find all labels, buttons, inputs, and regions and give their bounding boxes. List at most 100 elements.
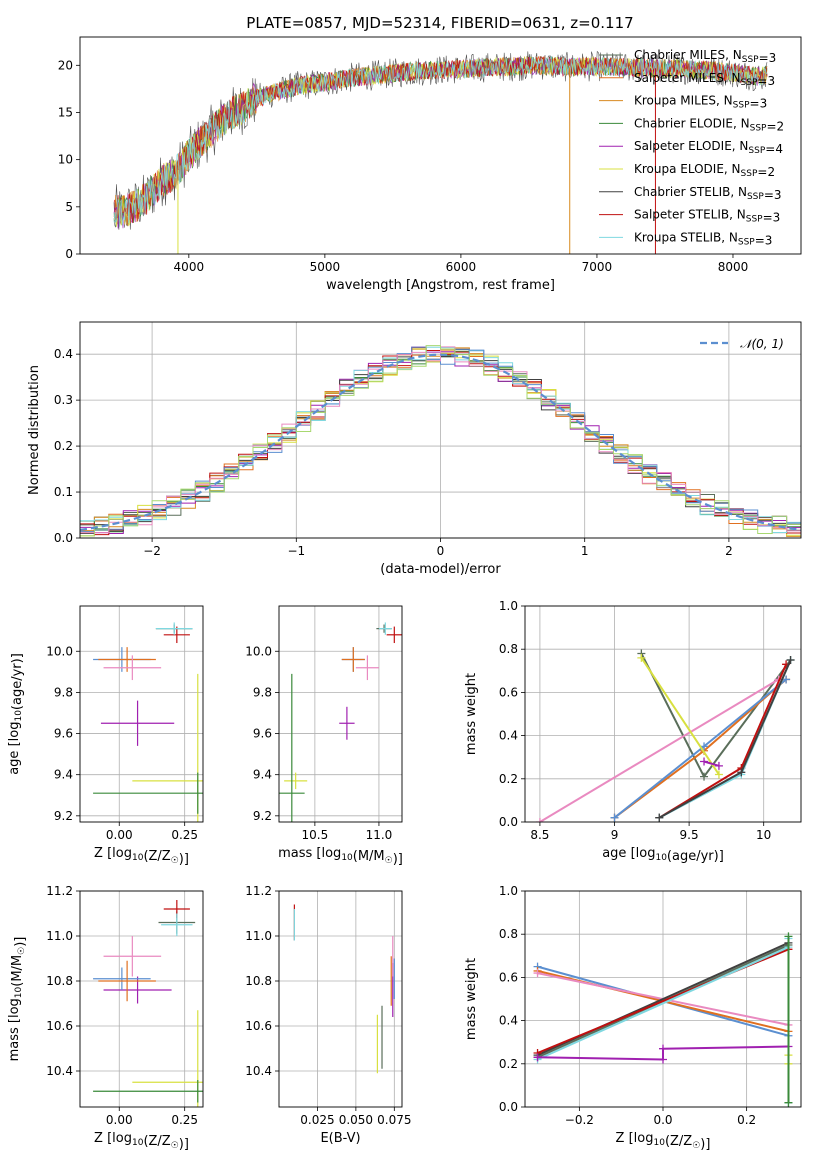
panel-age-vs-mass: 10.5 11.0 9.2 9.4 9.6 9.8 10.0 bbox=[245, 605, 403, 842]
x-tick-label: 0.050 bbox=[339, 1113, 373, 1127]
y-tick-label: 0.2 bbox=[54, 439, 73, 453]
y-tick-label: 0.0 bbox=[499, 815, 518, 829]
legend-label: Chabrier ELODIE, NSSP=2 bbox=[634, 116, 784, 133]
x-axis-label: Z [log10(Z/Z☉)] bbox=[94, 846, 189, 867]
y-tick-label: 10.4 bbox=[46, 1064, 73, 1078]
y-tick-label: 9.4 bbox=[54, 768, 73, 782]
x-axis-label: mass [log10(M/M☉)] bbox=[278, 846, 403, 867]
x-tick-label: 0.00 bbox=[106, 1113, 133, 1127]
x-axis-label: age [log10(age/yr)] bbox=[602, 846, 724, 864]
panel-mass-weight-vs-Z: −0.2 0.0 0.2 0.0 0.2 0.4 0.6 0.8 1.0 bbox=[499, 884, 802, 1127]
panel-mass-vs-Z: 0.00 0.25 10.4 10.6 10.8 11.0 11.2 bbox=[46, 884, 204, 1127]
y-tick-label: 9.6 bbox=[54, 727, 73, 741]
weight-marker bbox=[784, 1098, 793, 1107]
y-axis-label: mass weight bbox=[464, 958, 479, 1040]
y-tick-label: 0.2 bbox=[499, 1057, 518, 1071]
y-tick-label: 0 bbox=[65, 247, 73, 261]
y-tick-label: 0.4 bbox=[499, 729, 518, 743]
x-tick-label: 0 bbox=[437, 544, 445, 558]
x-tick-label: 0.2 bbox=[737, 1113, 756, 1127]
legend-label: Salpeter MILES, NSSP=3 bbox=[634, 71, 775, 88]
chart-title: PLATE=0857, MJD=52314, FIBERID=0631, z=0… bbox=[246, 14, 633, 32]
axes-frame bbox=[79, 605, 204, 823]
y-tick-label: 0.3 bbox=[54, 393, 73, 407]
y-tick-label: 5 bbox=[65, 200, 73, 214]
gaussian-curve bbox=[80, 353, 801, 531]
y-tick-label: 10.0 bbox=[46, 644, 73, 658]
y-tick-label: 10.6 bbox=[245, 1019, 272, 1033]
x-tick-label: 0.075 bbox=[377, 1113, 411, 1127]
y-tick-label: 11.2 bbox=[245, 884, 272, 898]
legend-label: Chabrier STELIB, NSSP=3 bbox=[634, 185, 782, 202]
plot-area bbox=[533, 932, 793, 1107]
plot-area bbox=[293, 904, 395, 1074]
weight-line-6 bbox=[537, 946, 789, 1061]
legend-label: Salpeter STELIB, NSSP=3 bbox=[634, 208, 780, 225]
axes-frame bbox=[79, 321, 802, 539]
x-tick-label: 10 bbox=[756, 828, 771, 842]
x-tick-label: −1 bbox=[287, 544, 305, 558]
x-tick-label: 4000 bbox=[174, 260, 205, 274]
weight-line-2 bbox=[539, 678, 780, 822]
legend-label: Chabrier MILES, NSSP=3 bbox=[634, 48, 776, 65]
x-tick-label: 0.025 bbox=[300, 1113, 334, 1127]
weight-marker bbox=[637, 653, 646, 662]
panel-spectrum: 4000 5000 6000 7000 8000 0 5 10 15 20 bbox=[58, 36, 802, 274]
weight-marker bbox=[786, 656, 795, 664]
x-tick-label: 7000 bbox=[582, 260, 613, 274]
axes-frame bbox=[524, 605, 802, 823]
plot-area bbox=[93, 622, 203, 822]
weight-marker bbox=[714, 770, 723, 779]
y-tick-label: 0.8 bbox=[499, 642, 518, 656]
legend-label: Salpeter ELODIE, NSSP=4 bbox=[634, 139, 783, 156]
legend-label: Kroupa MILES, NSSP=3 bbox=[634, 94, 767, 111]
x-tick-label: 10.5 bbox=[302, 828, 329, 842]
legend-label: Kroupa ELODIE, NSSP=2 bbox=[634, 162, 775, 179]
panel-mass-weight-vs-age: 8.5 9 9.5 10 0.0 0.2 0.4 0.6 0.8 1.0 bbox=[499, 599, 802, 842]
y-tick-label: 9.8 bbox=[54, 685, 73, 699]
y-axis-label: mass [log10(M/M☉)] bbox=[7, 937, 28, 1062]
legend-label: Kroupa STELIB, NSSP=3 bbox=[634, 230, 772, 247]
y-tick-label: 0.0 bbox=[499, 1100, 518, 1114]
y-tick-label: 10.8 bbox=[245, 974, 272, 988]
x-axis-label: (data-model)/error bbox=[380, 562, 501, 577]
y-tick-label: 0.6 bbox=[499, 970, 518, 984]
weight-line-4 bbox=[640, 657, 720, 776]
axes-frame bbox=[278, 890, 403, 1108]
y-tick-label: 10 bbox=[58, 153, 73, 167]
weight-marker bbox=[659, 1055, 667, 1064]
y-tick-label: 0.1 bbox=[54, 485, 73, 499]
axes-frame bbox=[524, 890, 802, 1108]
plot-area bbox=[279, 622, 402, 822]
y-tick-label: 20 bbox=[58, 58, 73, 72]
y-tick-label: 0.4 bbox=[499, 1014, 518, 1028]
histogram-series-11 bbox=[80, 345, 801, 537]
x-tick-label: 2 bbox=[725, 544, 733, 558]
weight-line-5 bbox=[703, 760, 720, 767]
panel-age-vs-Z: 0.00 0.25 9.2 9.4 9.6 9.8 10.0 bbox=[46, 605, 204, 842]
x-tick-label: 8.5 bbox=[530, 828, 549, 842]
y-tick-label: 0.6 bbox=[499, 685, 518, 699]
y-tick-label: 0.4 bbox=[54, 347, 73, 361]
y-axis-label: Normed distribution bbox=[27, 365, 42, 495]
plot-area bbox=[113, 50, 768, 254]
weight-marker bbox=[610, 813, 619, 822]
y-axis-label: age [log10(age/yr)] bbox=[7, 653, 25, 775]
y-tick-label: 11.0 bbox=[245, 929, 272, 943]
weight-marker bbox=[535, 818, 544, 822]
weight-marker bbox=[659, 1044, 667, 1053]
y-tick-label: 10.6 bbox=[46, 1019, 73, 1033]
y-tick-label: 0.2 bbox=[499, 772, 518, 786]
x-tick-label: 11.0 bbox=[366, 828, 393, 842]
y-tick-label: 0.0 bbox=[54, 531, 73, 545]
y-tick-label: 9.8 bbox=[253, 685, 272, 699]
y-tick-label: 0.8 bbox=[499, 927, 518, 941]
x-tick-label: 0.0 bbox=[653, 1113, 672, 1127]
axes-frame bbox=[278, 605, 403, 823]
weight-marker bbox=[784, 932, 793, 941]
plot-area bbox=[80, 345, 801, 538]
y-tick-label: 1.0 bbox=[499, 884, 518, 898]
x-tick-label: 9.5 bbox=[680, 828, 699, 842]
x-axis-label: wavelength [Angstrom, rest frame] bbox=[326, 278, 555, 293]
panel-mass-vs-EBV: 0.025 0.050 0.075 10.4 10.6 10.8 11.0 11.2 bbox=[245, 884, 411, 1127]
